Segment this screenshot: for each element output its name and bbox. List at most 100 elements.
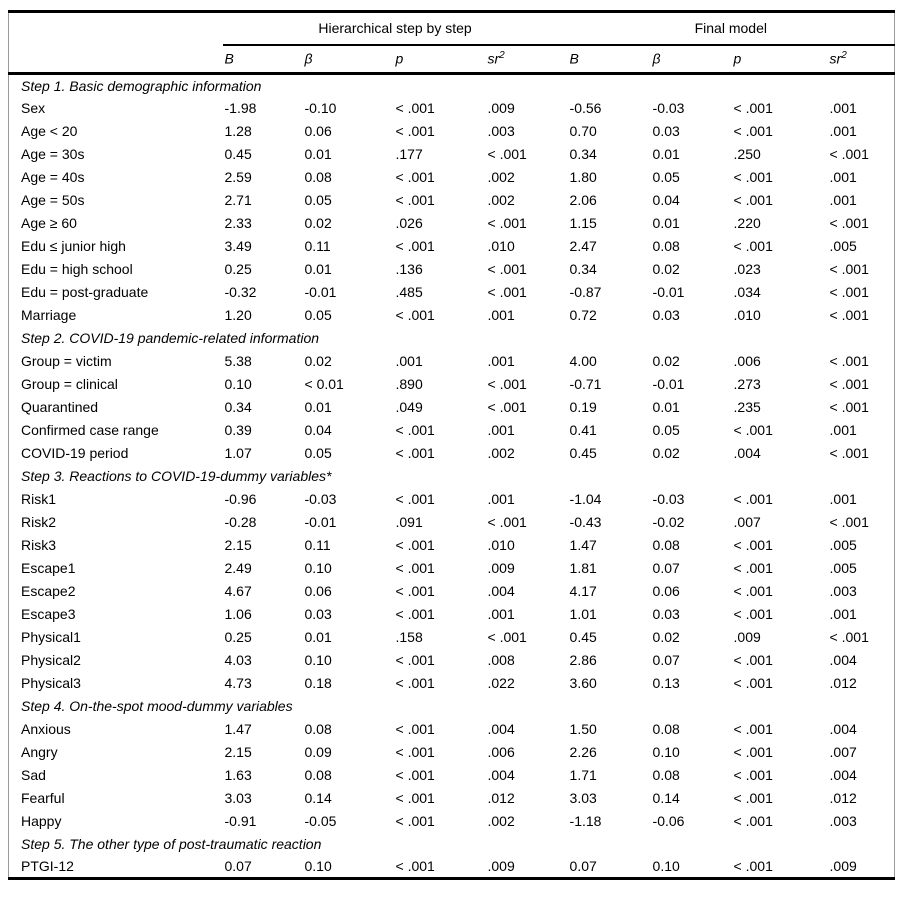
value-cell: .006: [487, 744, 515, 760]
section-title: Step 1. Basic demographic information: [21, 77, 262, 94]
value-cell: 1.71: [569, 767, 597, 783]
value-cell: 0.25: [224, 629, 252, 645]
value-cell: < .001: [829, 514, 869, 530]
value-cell: -0.01: [652, 376, 685, 392]
value-cell: .001: [829, 422, 857, 438]
value-cell: .003: [829, 813, 857, 829]
table-row: Fearful 3.03 0.14 < .001 .012 3.03 0.14 …: [9, 787, 895, 810]
table-row: Quarantined 0.34 0.01 .049 < .001 0.19 0…: [9, 396, 895, 419]
value-cell: 0.07: [569, 858, 597, 875]
value-cell: 0.10: [304, 560, 332, 576]
value-cell: 1.06: [224, 606, 252, 622]
value-cell: < .001: [395, 123, 435, 139]
value-cell: < .001: [829, 353, 869, 369]
value-cell: -0.01: [652, 284, 685, 300]
value-cell: 1.15: [569, 215, 597, 231]
row-label: Escape2: [21, 583, 76, 599]
value-cell: -0.01: [304, 514, 337, 530]
value-cell: < .001: [487, 399, 527, 415]
value-cell: .009: [733, 629, 761, 645]
row-label: Edu = high school: [21, 261, 133, 277]
value-cell: 2.26: [569, 744, 597, 760]
value-cell: < .001: [395, 813, 435, 829]
value-cell: < .001: [395, 445, 435, 461]
value-cell: .273: [733, 376, 761, 392]
col-header-p-2: p: [731, 44, 828, 75]
row-label: Age = 40s: [21, 169, 85, 185]
value-cell: .001: [829, 100, 857, 116]
value-cell: 0.18: [304, 675, 332, 691]
section-row: Step 2. COVID-19 pandemic-related inform…: [9, 327, 895, 350]
row-label: Age = 30s: [21, 146, 85, 162]
row-label: Marriage: [21, 307, 77, 323]
value-cell: .004: [487, 767, 515, 783]
value-cell: < .001: [733, 813, 773, 829]
table-row: Sex -1.98 -0.10 < .001 .009 -0.56 -0.03 …: [9, 97, 895, 120]
value-cell: 0.08: [304, 169, 332, 185]
value-cell: < .001: [487, 514, 527, 530]
row-label: Angry: [21, 744, 58, 760]
value-cell: .005: [829, 537, 857, 553]
value-cell: .001: [487, 353, 515, 369]
value-cell: 0.10: [304, 652, 332, 668]
value-cell: .001: [829, 192, 857, 208]
row-label: Risk2: [21, 514, 57, 530]
value-cell: .001: [487, 422, 515, 438]
value-cell: 0.02: [304, 353, 332, 369]
value-cell: 0.45: [569, 445, 597, 461]
value-cell: 0.09: [304, 744, 332, 760]
value-cell: .001: [395, 353, 423, 369]
value-cell: 2.71: [224, 192, 252, 208]
value-cell: .004: [487, 583, 515, 599]
value-cell: 0.25: [224, 261, 252, 277]
value-cell: 1.80: [569, 169, 597, 185]
value-cell: < .001: [487, 629, 527, 645]
value-cell: 0.05: [652, 422, 680, 438]
section-title: Step 2. COVID-19 pandemic-related inform…: [21, 330, 320, 346]
value-cell: < .001: [395, 606, 435, 622]
value-cell: < .001: [829, 629, 869, 645]
value-cell: < .001: [395, 790, 435, 806]
value-cell: 0.39: [224, 422, 252, 438]
value-cell: < .001: [395, 583, 435, 599]
value-cell: 0.05: [304, 445, 332, 461]
value-cell: .004: [829, 767, 857, 783]
value-cell: -1.04: [569, 491, 602, 507]
value-cell: .001: [487, 307, 515, 323]
col-header-label: B: [569, 51, 579, 68]
value-cell: -0.32: [224, 284, 257, 300]
value-cell: 2.15: [224, 744, 252, 760]
value-cell: .158: [395, 629, 423, 645]
value-cell: < .001: [733, 169, 773, 185]
value-cell: 0.10: [652, 858, 680, 875]
value-cell: .002: [487, 192, 515, 208]
value-cell: .002: [487, 445, 515, 461]
value-cell: < .001: [733, 192, 773, 208]
value-cell: 0.03: [652, 307, 680, 323]
col-header-label: p: [733, 51, 742, 68]
row-label: PTGI-12: [21, 858, 74, 875]
value-cell: .026: [395, 215, 423, 231]
value-cell: < .001: [733, 721, 773, 737]
value-cell: 0.06: [304, 123, 332, 139]
value-cell: .010: [487, 537, 515, 553]
value-cell: < .001: [733, 790, 773, 806]
value-cell: .010: [733, 307, 761, 323]
value-cell: < 0.01: [304, 376, 344, 392]
value-cell: -0.10: [304, 100, 337, 116]
value-cell: 0.04: [652, 192, 680, 208]
value-cell: 0.03: [652, 606, 680, 622]
table-row: Group = victim 5.38 0.02 .001 .001 4.00 …: [9, 350, 895, 373]
value-cell: -0.05: [304, 813, 337, 829]
value-cell: .009: [829, 858, 857, 875]
table-row: Age = 40s 2.59 0.08 < .001 .002 1.80 0.0…: [9, 166, 895, 189]
value-cell: 0.34: [569, 146, 597, 162]
value-cell: 0.02: [652, 445, 680, 461]
value-cell: 0.07: [652, 652, 680, 668]
value-cell: 1.28: [224, 123, 252, 139]
value-cell: 2.47: [569, 238, 597, 254]
value-cell: -0.96: [224, 491, 257, 507]
table-header: Hierarchical step by step Final model B …: [8, 11, 895, 75]
value-cell: < .001: [395, 422, 435, 438]
value-cell: < .001: [733, 238, 773, 254]
